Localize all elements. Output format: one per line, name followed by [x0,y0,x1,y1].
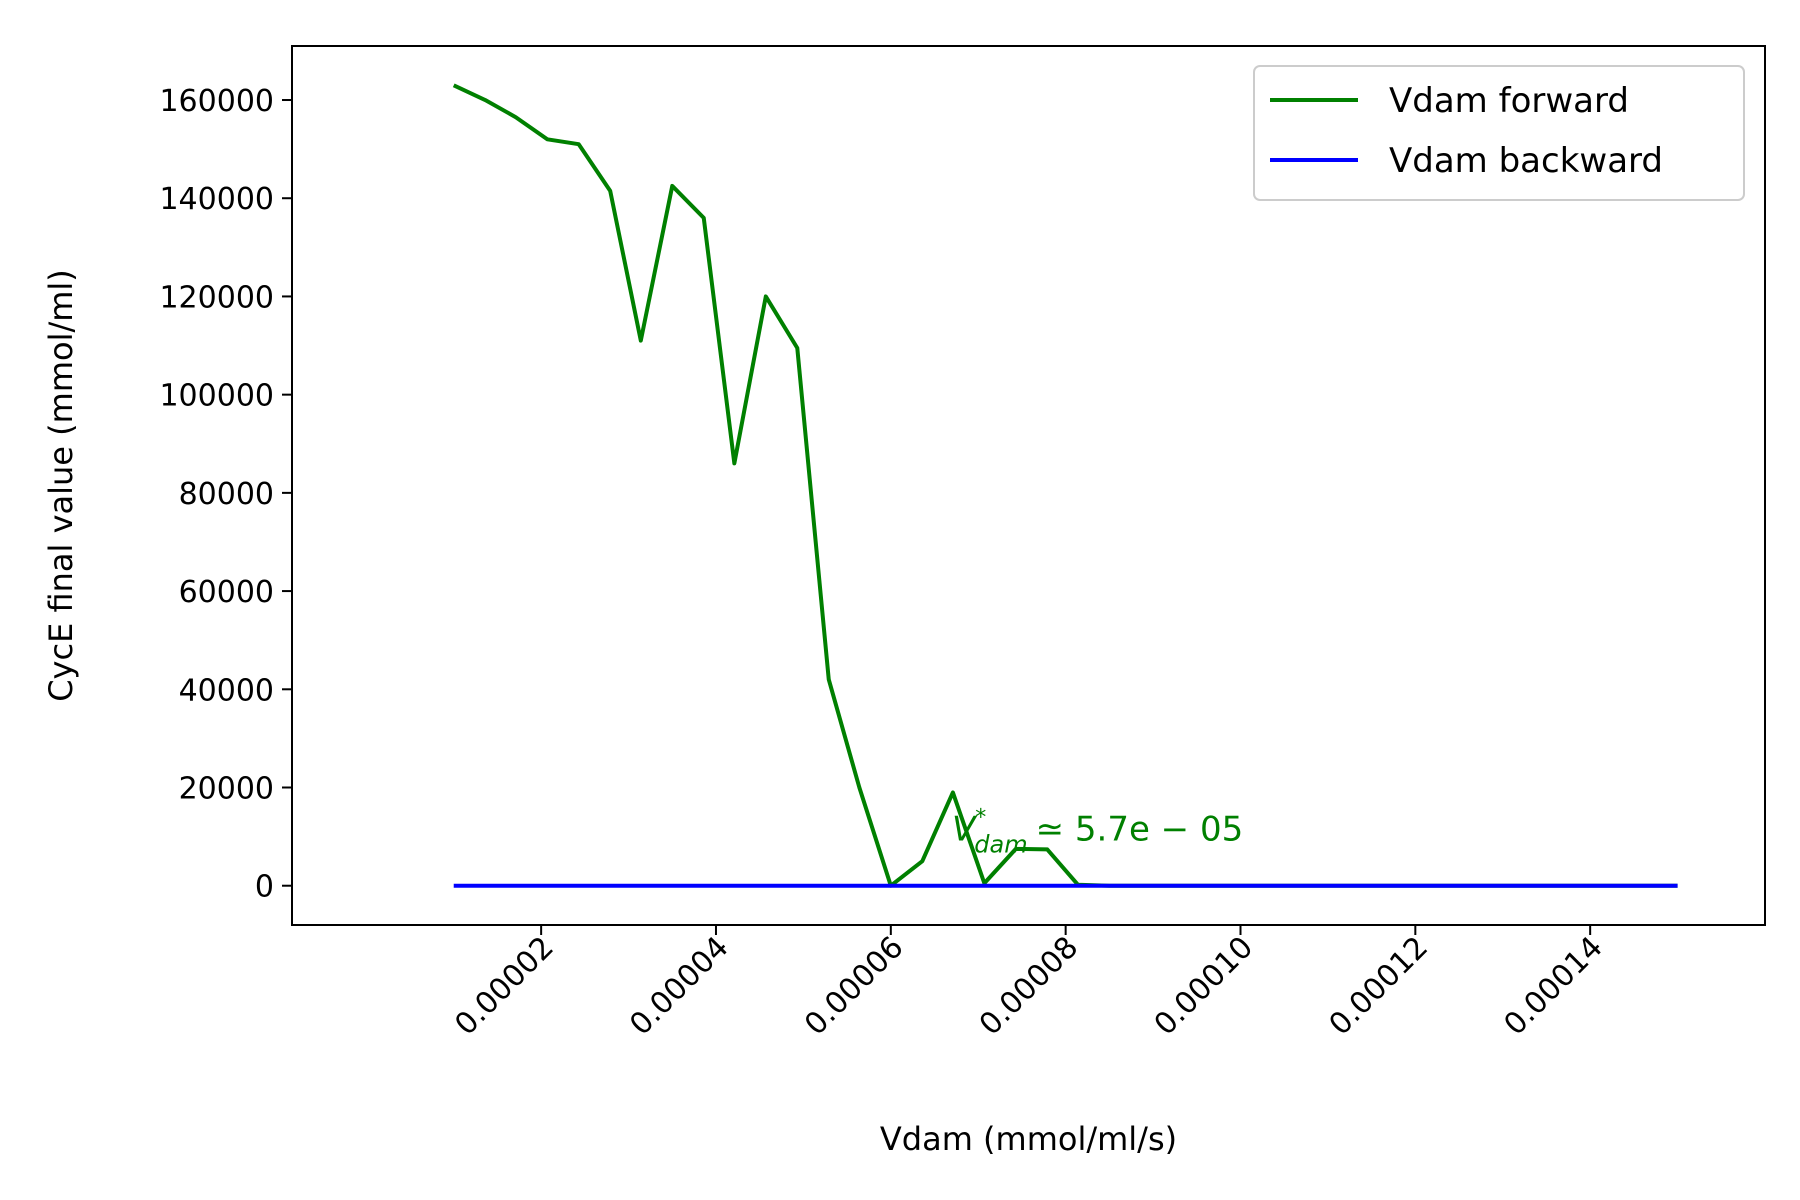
legend-label-forward: Vdam forward [1389,81,1629,121]
annotation-subscript: dam [974,831,1027,859]
legend-label-backward: Vdam backward [1389,141,1663,181]
legend-box [1253,65,1745,201]
y-tick-label: 120000 [159,280,274,315]
y-tick-label: 40000 [179,673,274,708]
annotation-relation: ≃ 5.7e − 05 [1036,810,1244,850]
plot-frame [291,45,1766,926]
y-tick-label: 140000 [159,182,274,217]
threshold-annotation: V* dam ≃ 5.7e − 05 [952,806,1243,859]
y-tick-label: 20000 [179,772,274,807]
series-layer [452,83,1678,888]
y-tick-label: 80000 [179,477,274,512]
y-tick-label: 100000 [159,379,274,414]
y-axis-label: CycE final value (mmol/ml) [42,269,80,702]
x-axis-label: Vdam (mmol/ml/s) [880,1120,1177,1158]
y-tick-label: 160000 [159,84,274,119]
annotation-symbol: V [952,810,978,850]
legend: Vdam forward Vdam backward [1253,65,1745,201]
annotation-superscript: * [975,806,986,831]
y-tick-label: 60000 [179,575,274,610]
y-axis: 0 20000 40000 60000 80000 100000 120000 140000 1… [159,84,292,905]
y-tick-label: 0 [255,870,274,905]
